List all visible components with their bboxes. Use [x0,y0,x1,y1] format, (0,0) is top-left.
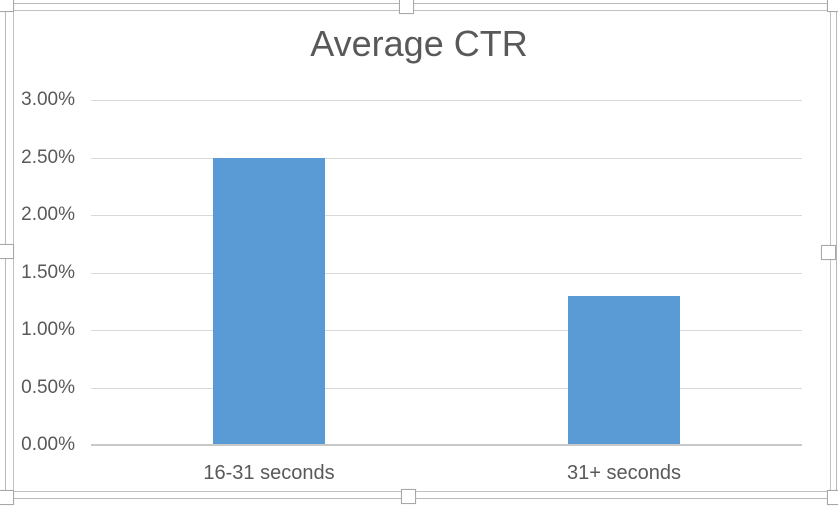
y-axis-tick-label: 1.00% [21,319,75,340]
bar-1[interactable] [213,158,325,446]
y-axis-tick-label: 1.50% [21,262,75,283]
major-gridline [91,215,802,216]
y-axis-tick-label: 0.00% [21,434,75,455]
selection-handle-bottom-left[interactable] [0,490,14,505]
x-axis-line [91,444,802,446]
selection-handle-bottom-right[interactable] [827,490,838,505]
chart-area-border[interactable] [13,10,831,492]
selection-handle-middle-right[interactable] [821,245,836,260]
major-gridline [91,158,802,159]
selection-handle-middle-left[interactable] [0,244,14,259]
y-axis-tick-label: 2.50% [21,147,75,168]
y-axis-tick-label: 2.00% [21,204,75,225]
selection-handle-top-left[interactable] [0,0,14,12]
y-axis-tick-label: 3.00% [21,89,75,110]
selection-handle-top-center[interactable] [399,0,414,14]
selection-handle-top-right[interactable] [827,0,838,12]
bar-2[interactable] [568,296,680,446]
y-axis-tick-label: 0.50% [21,377,75,398]
major-gridline [91,330,802,331]
major-gridline [91,273,802,274]
x-axis-category-label: 31+ seconds [567,462,681,484]
major-gridline [91,388,802,389]
major-gridline [91,100,802,101]
chart-title[interactable]: Average CTR [310,23,528,64]
selection-handle-bottom-center[interactable] [401,489,416,504]
x-axis-category-label: 16-31 seconds [203,462,335,484]
